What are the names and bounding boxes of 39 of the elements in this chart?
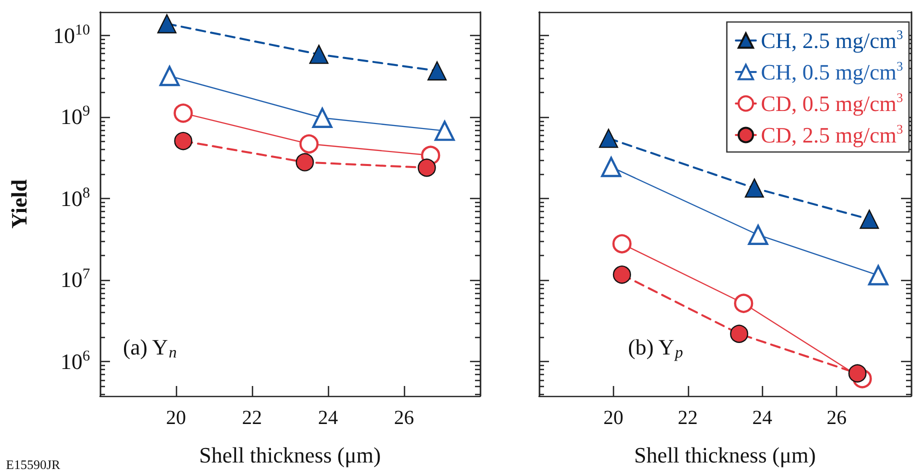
y-tick-label: 10$^{6}$ [60,348,90,374]
point [299,134,319,154]
x-tick-label: 22 [678,407,698,429]
text: E15590JR [6,457,60,472]
x-tick-label: 24 [752,407,772,429]
x-tick-label: 20 [166,407,186,429]
point [601,156,622,178]
x-axis-title: Shell thickness (μm) [199,442,381,468]
point [174,132,192,150]
x-tick-label: 26 [826,407,847,429]
point [159,66,180,86]
point [174,104,193,123]
point [296,153,314,172]
point [748,224,768,245]
point [734,294,754,313]
x-tick-label: 22 [242,407,262,429]
point [848,364,867,382]
y-tick-label: 10$^{8}$ [60,185,90,211]
y-tick-label: 10$^{9}$ [60,104,90,130]
point [312,108,332,128]
x-axis-title: Shell thickness (μm) [634,442,816,468]
y-axis-title: Yield [6,179,32,229]
point [598,128,618,148]
point [427,61,447,80]
point [434,120,455,141]
point [868,265,888,286]
point [309,44,328,64]
y-tick-label: 10$^{10}$ [53,22,90,48]
point [730,324,748,343]
point [744,178,764,198]
point [157,14,176,34]
point [418,158,436,177]
x-tick-label: 24 [318,407,338,429]
point [612,234,632,254]
point [612,266,632,284]
y-tick-label: 10$^{7}$ [60,266,90,292]
x-tick-label: 20 [603,407,624,429]
x-tick-label: 26 [394,407,414,429]
point [860,210,879,229]
